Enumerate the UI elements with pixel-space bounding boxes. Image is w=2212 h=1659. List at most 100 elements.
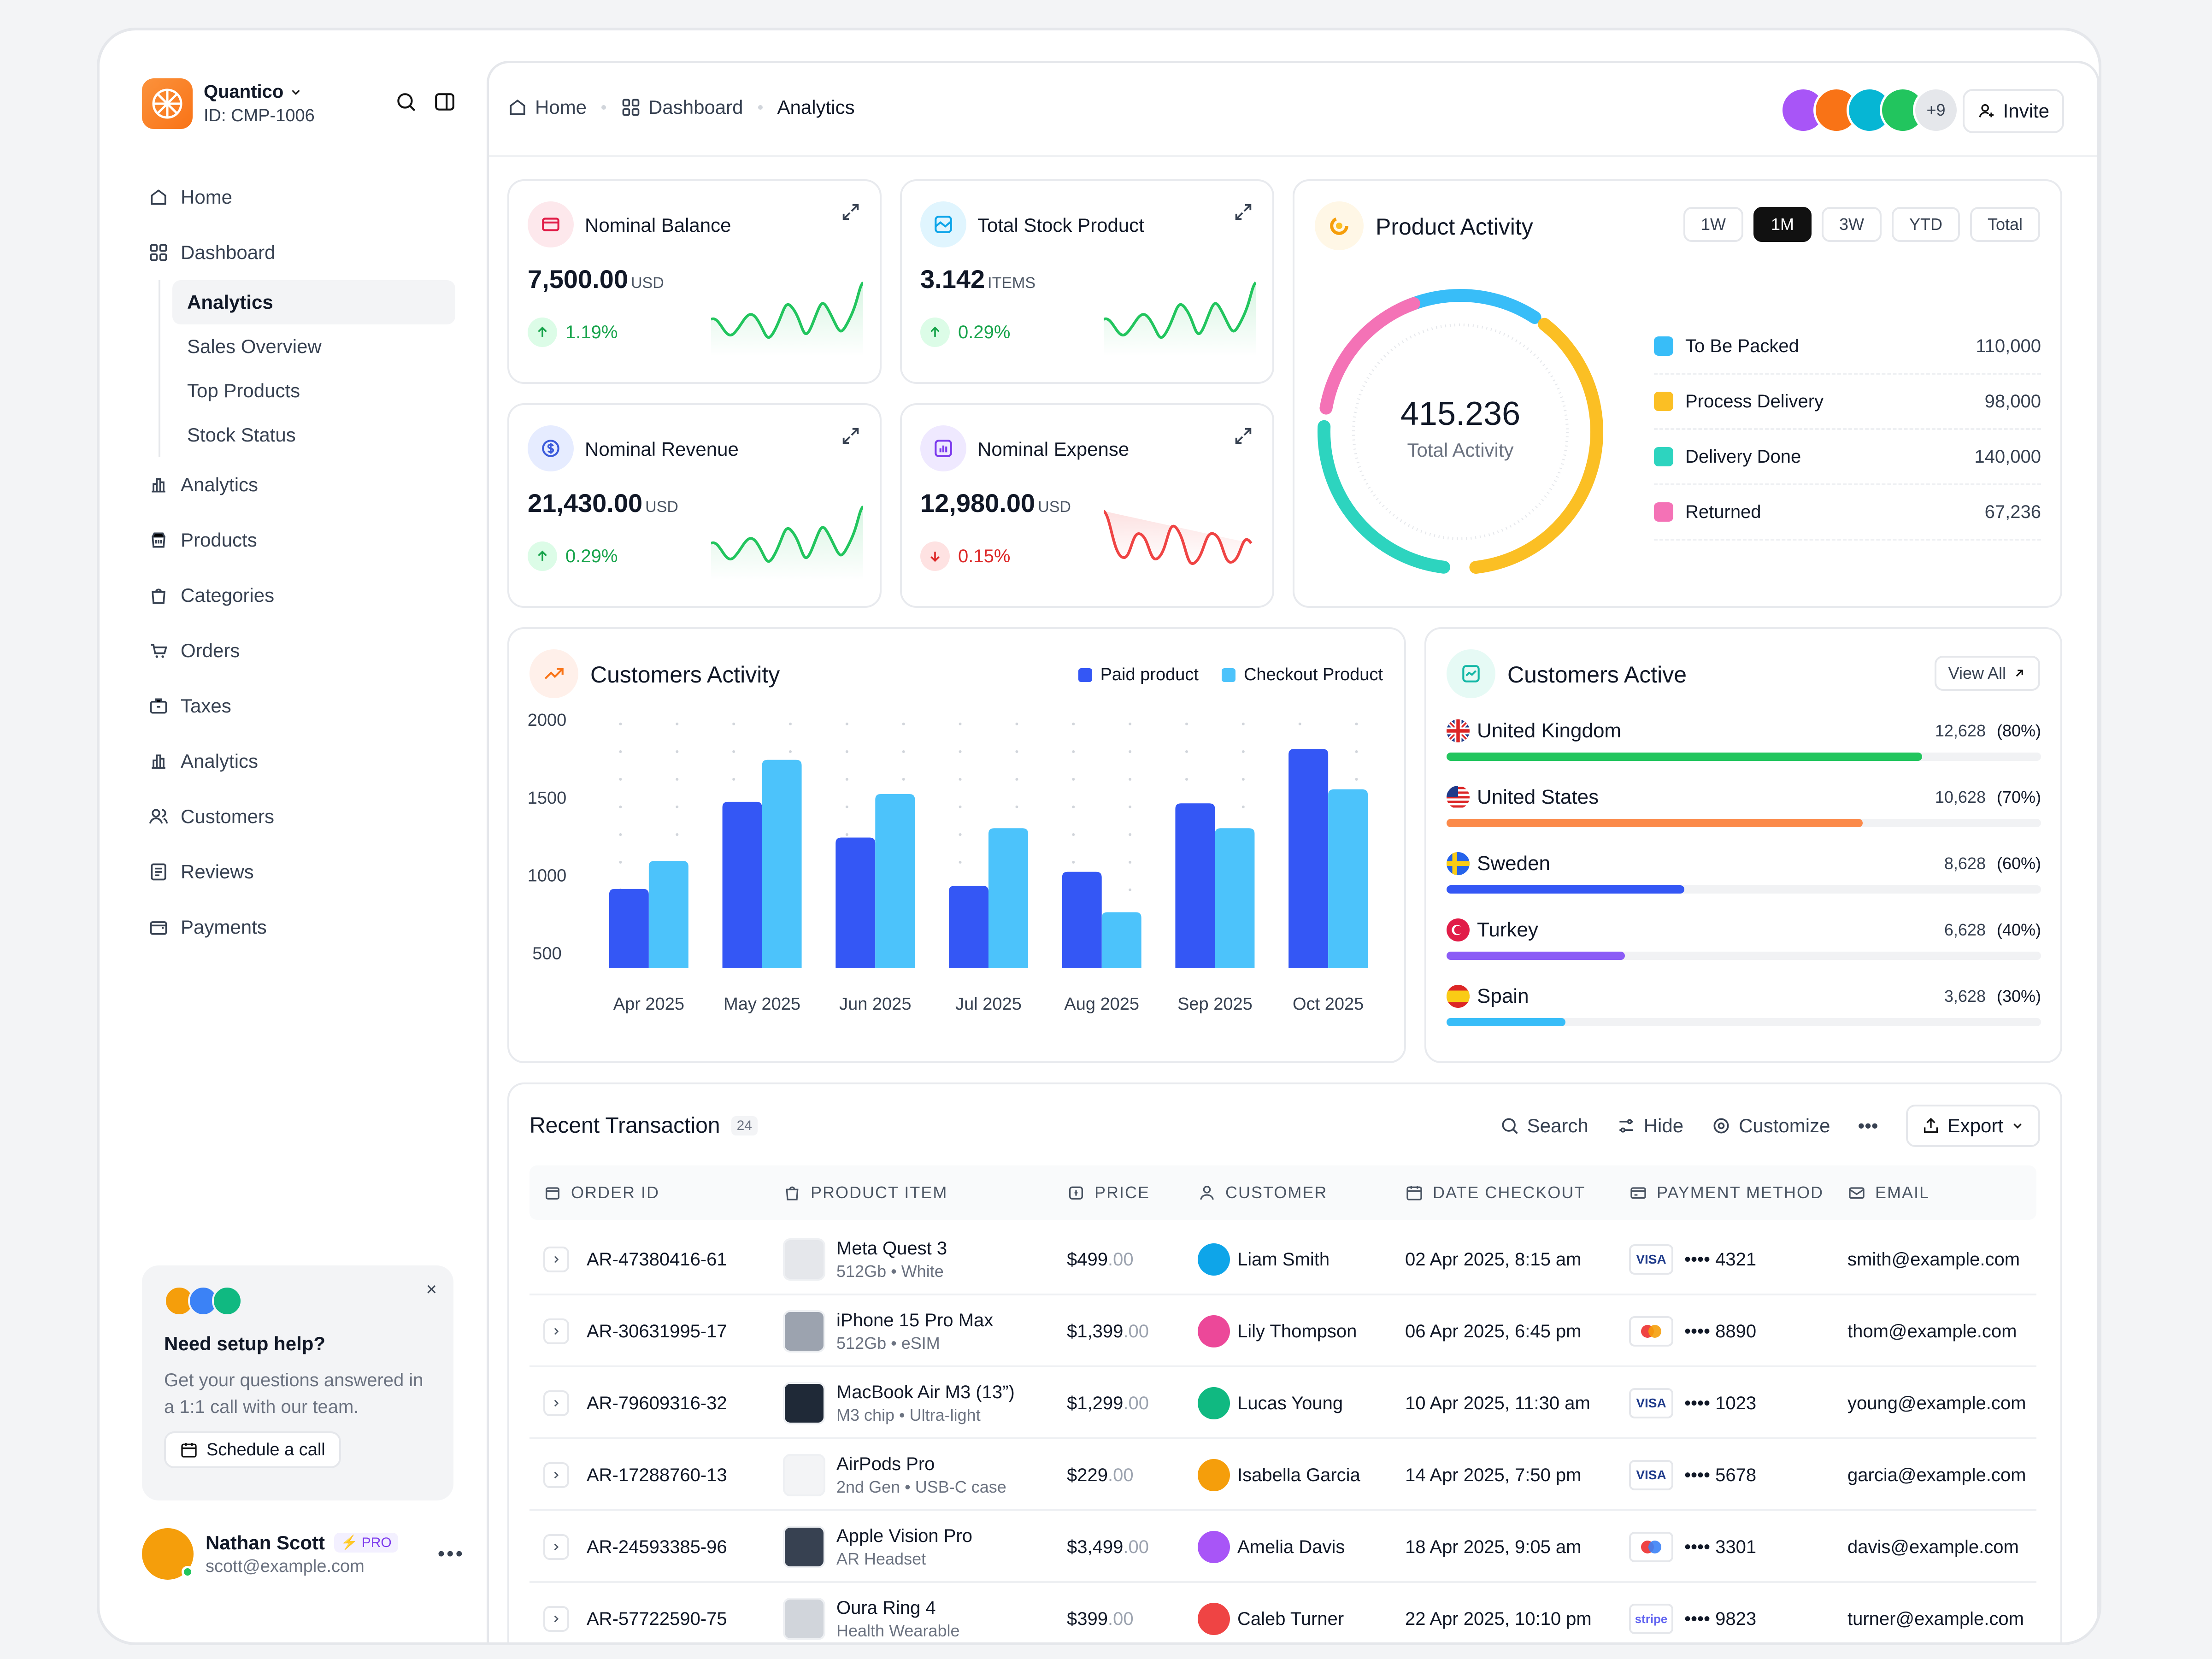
expand-icon[interactable] bbox=[840, 425, 861, 449]
country-row: United Kingdom 12,628 (80%) bbox=[1447, 719, 2041, 761]
bar-checkout[interactable] bbox=[1215, 828, 1255, 968]
range-tab-3w[interactable]: 3W bbox=[1821, 207, 1882, 242]
search-icon[interactable] bbox=[394, 90, 418, 113]
expand-icon[interactable] bbox=[1233, 201, 1254, 225]
grid-dot bbox=[1072, 833, 1075, 836]
table-row[interactable]: AR-79609316-32 MacBook Air M3 (13”) M3 chi… bbox=[529, 1367, 2036, 1439]
nav-customers[interactable]: Customers bbox=[142, 789, 455, 844]
column-header-order-id[interactable]: ORDER ID bbox=[543, 1183, 659, 1202]
nav-analytics-2[interactable]: Analytics bbox=[142, 734, 455, 789]
column-label: DATE CHECKOUT bbox=[1433, 1183, 1586, 1202]
customer-name: Lucas Young bbox=[1237, 1393, 1343, 1413]
expand-row-button[interactable] bbox=[543, 1462, 569, 1488]
search-button[interactable]: Search bbox=[1500, 1115, 1588, 1137]
nav-payments[interactable]: Payments bbox=[142, 900, 455, 955]
grid-dot bbox=[1129, 888, 1132, 891]
kpi-card-nominal-expense: Nominal Expense 12,980.00 USD 0.15% bbox=[900, 403, 1274, 608]
bar-paid[interactable] bbox=[1288, 749, 1329, 968]
product-name: Meta Quest 3 bbox=[836, 1238, 947, 1259]
activity-donut-chart bbox=[1318, 288, 1603, 575]
expand-row-button[interactable] bbox=[543, 1534, 569, 1560]
subnav-top-products[interactable]: Top Products bbox=[187, 380, 300, 401]
table-row[interactable]: AR-57722590-75 Oura Ring 4 Health Wearable… bbox=[529, 1583, 2036, 1642]
flag-icon bbox=[1447, 786, 1470, 809]
range-tab-1m[interactable]: 1M bbox=[1753, 207, 1812, 242]
bar-checkout[interactable] bbox=[1101, 912, 1141, 969]
bar-checkout[interactable] bbox=[988, 828, 1028, 968]
nav-reviews[interactable]: Reviews bbox=[142, 844, 455, 900]
avatar bbox=[1198, 1603, 1230, 1635]
legend-label: Checkout Product bbox=[1243, 665, 1383, 684]
expand-row-button[interactable] bbox=[543, 1606, 569, 1632]
column-header-payment-method[interactable]: PAYMENT METHOD bbox=[1629, 1183, 1824, 1202]
column-header-product-item[interactable]: PRODUCT ITEM bbox=[783, 1183, 947, 1202]
nav-analytics[interactable]: Analytics bbox=[142, 457, 455, 512]
more-options-icon[interactable]: ••• bbox=[1858, 1115, 1878, 1136]
country-name: United Kingdom bbox=[1477, 719, 1622, 742]
range-tab-ytd[interactable]: YTD bbox=[1891, 207, 1960, 242]
expand-icon[interactable] bbox=[1233, 425, 1254, 449]
expand-row-button[interactable] bbox=[543, 1390, 569, 1416]
nav-home[interactable]: Home bbox=[142, 170, 455, 225]
subnav-sales-overview[interactable]: Sales Overview bbox=[187, 335, 322, 357]
bar-checkout[interactable] bbox=[875, 794, 915, 968]
bar-checkout[interactable] bbox=[762, 759, 802, 968]
legend-swatch bbox=[1654, 392, 1673, 411]
column-header-date-checkout[interactable]: DATE CHECKOUT bbox=[1405, 1183, 1585, 1202]
arrow-up-icon bbox=[528, 541, 557, 571]
grid-dot bbox=[845, 806, 848, 808]
bar-paid[interactable] bbox=[722, 801, 762, 968]
grid-dot bbox=[845, 778, 848, 781]
invite-button[interactable]: Invite bbox=[1962, 89, 2064, 133]
column-header-customer[interactable]: CUSTOMER bbox=[1198, 1183, 1327, 1202]
export-button[interactable]: Export bbox=[1906, 1105, 2040, 1147]
nav-taxes[interactable]: Taxes bbox=[142, 678, 455, 734]
workspace-switcher[interactable]: Quantico ID: CMP-1006 bbox=[142, 78, 315, 129]
legend-label: Paid product bbox=[1100, 665, 1199, 684]
view-all-button[interactable]: View All bbox=[1934, 656, 2040, 691]
hide-button[interactable]: Hide bbox=[1616, 1115, 1683, 1137]
legend-item: To Be Packed 110,000 bbox=[1654, 319, 2041, 375]
bar-checkout[interactable] bbox=[1328, 789, 1368, 968]
nav-orders[interactable]: Orders bbox=[142, 623, 455, 678]
nav-products[interactable]: Products bbox=[142, 512, 455, 568]
subnav-analytics[interactable]: Analytics bbox=[172, 280, 455, 324]
customers-activity-card: Customers Activity Paid product Checkout… bbox=[507, 627, 1406, 1063]
expand-row-button[interactable] bbox=[543, 1318, 569, 1344]
subnav-stock-status[interactable]: Stock Status bbox=[187, 424, 296, 446]
more-options-icon[interactable]: ••• bbox=[437, 1542, 465, 1565]
column-header-price[interactable]: PRICE bbox=[1067, 1183, 1150, 1202]
column-header-email[interactable]: EMAIL bbox=[1847, 1183, 1930, 1202]
bar-paid[interactable] bbox=[1062, 871, 1102, 968]
bar-paid[interactable] bbox=[609, 888, 649, 968]
breadcrumb-home[interactable]: Home bbox=[535, 96, 587, 118]
table-row[interactable]: AR-30631995-17 iPhone 15 Pro Max 512Gb • e… bbox=[529, 1295, 2036, 1367]
export-icon bbox=[1922, 1117, 1940, 1135]
nav-categories[interactable]: Categories bbox=[142, 568, 455, 623]
bar-checkout[interactable] bbox=[648, 861, 688, 968]
legend-item: Delivery Done 140,000 bbox=[1654, 430, 2041, 485]
expand-icon[interactable] bbox=[840, 201, 861, 225]
nav-dashboard[interactable]: Dashboard bbox=[142, 225, 455, 280]
table-row[interactable]: AR-47380416-61 Meta Quest 3 512Gb • White $… bbox=[529, 1224, 2036, 1295]
card-value: 12,980.00 USD bbox=[920, 488, 1071, 518]
bar-paid[interactable] bbox=[949, 886, 988, 968]
breadcrumb-separator bbox=[758, 105, 763, 110]
bar-paid[interactable] bbox=[1175, 803, 1215, 968]
expand-row-button[interactable] bbox=[543, 1247, 569, 1272]
range-tab-total[interactable]: Total bbox=[1970, 207, 2040, 242]
team-avatars[interactable]: +9 bbox=[1780, 87, 1959, 133]
schedule-call-button[interactable]: Schedule a call bbox=[164, 1431, 341, 1468]
range-tab-1w[interactable]: 1W bbox=[1683, 207, 1743, 242]
user-profile[interactable]: Nathan Scott ⚡ PRO scott@example.com ••• bbox=[142, 1528, 465, 1580]
close-icon[interactable]: × bbox=[426, 1279, 437, 1300]
customize-button[interactable]: Customize bbox=[1711, 1115, 1830, 1137]
pro-badge-label: PRO bbox=[361, 1535, 392, 1550]
table-row[interactable]: AR-24593385-96 Apple Vision Pro AR Headset… bbox=[529, 1511, 2036, 1583]
bar-paid[interactable] bbox=[835, 837, 876, 969]
customer-email: davis@example.com bbox=[1847, 1536, 2019, 1557]
breadcrumb-dashboard[interactable]: Dashboard bbox=[648, 96, 743, 118]
table-row[interactable]: AR-17288760-13 AirPods Pro 2nd Gen • USB-C… bbox=[529, 1439, 2036, 1511]
grid-dot bbox=[1015, 778, 1018, 781]
sidebar-toggle-icon[interactable] bbox=[433, 90, 456, 113]
